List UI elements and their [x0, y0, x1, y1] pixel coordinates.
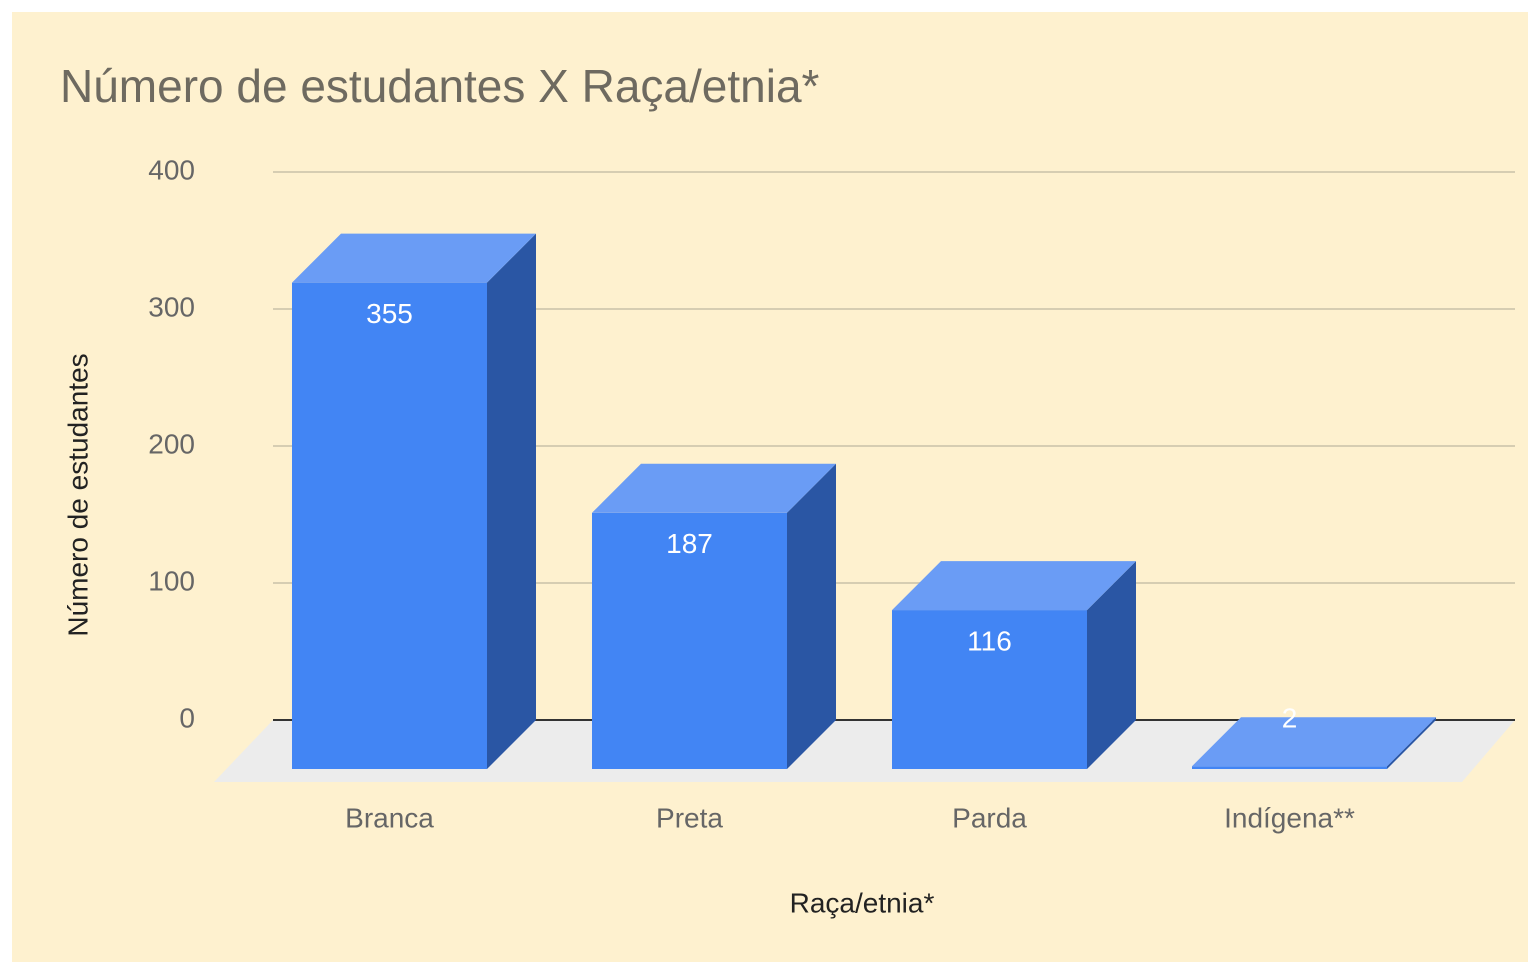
y-tick-label: 100: [148, 565, 195, 596]
bar-side: [1087, 561, 1136, 769]
bar-top: [292, 233, 536, 283]
x-tick-label: Preta: [656, 802, 723, 833]
bar-side: [1387, 717, 1436, 769]
bar-front: [1192, 766, 1387, 769]
value-label: 187: [666, 528, 713, 559]
bar-front: [292, 282, 487, 769]
bar-top: [892, 561, 1136, 611]
x-tick-label: Indígena**: [1224, 802, 1355, 833]
value-label: 355: [366, 298, 413, 329]
x-tick-label: Parda: [952, 802, 1027, 833]
floor: [214, 720, 1515, 782]
value-label: 116: [967, 625, 1012, 656]
bar-side: [487, 233, 536, 769]
x-axis-label: Raça/etnia*: [790, 887, 935, 918]
value-label: 2: [1282, 702, 1298, 733]
y-tick-label: 0: [179, 702, 195, 733]
y-tick-label: 300: [148, 291, 195, 322]
bar-top: [592, 463, 836, 513]
bar-top: [1192, 717, 1436, 767]
y-tick-label: 400: [148, 154, 195, 185]
chart-title: Número de estudantes X Raça/etnia*: [60, 60, 820, 112]
y-tick-label: 200: [148, 428, 195, 459]
y-axis-label: Número de estudantes: [62, 353, 93, 636]
bar-front: [892, 610, 1087, 769]
bar-front: [592, 512, 787, 769]
x-tick-label: Branca: [345, 802, 434, 833]
bar-side: [787, 463, 836, 769]
